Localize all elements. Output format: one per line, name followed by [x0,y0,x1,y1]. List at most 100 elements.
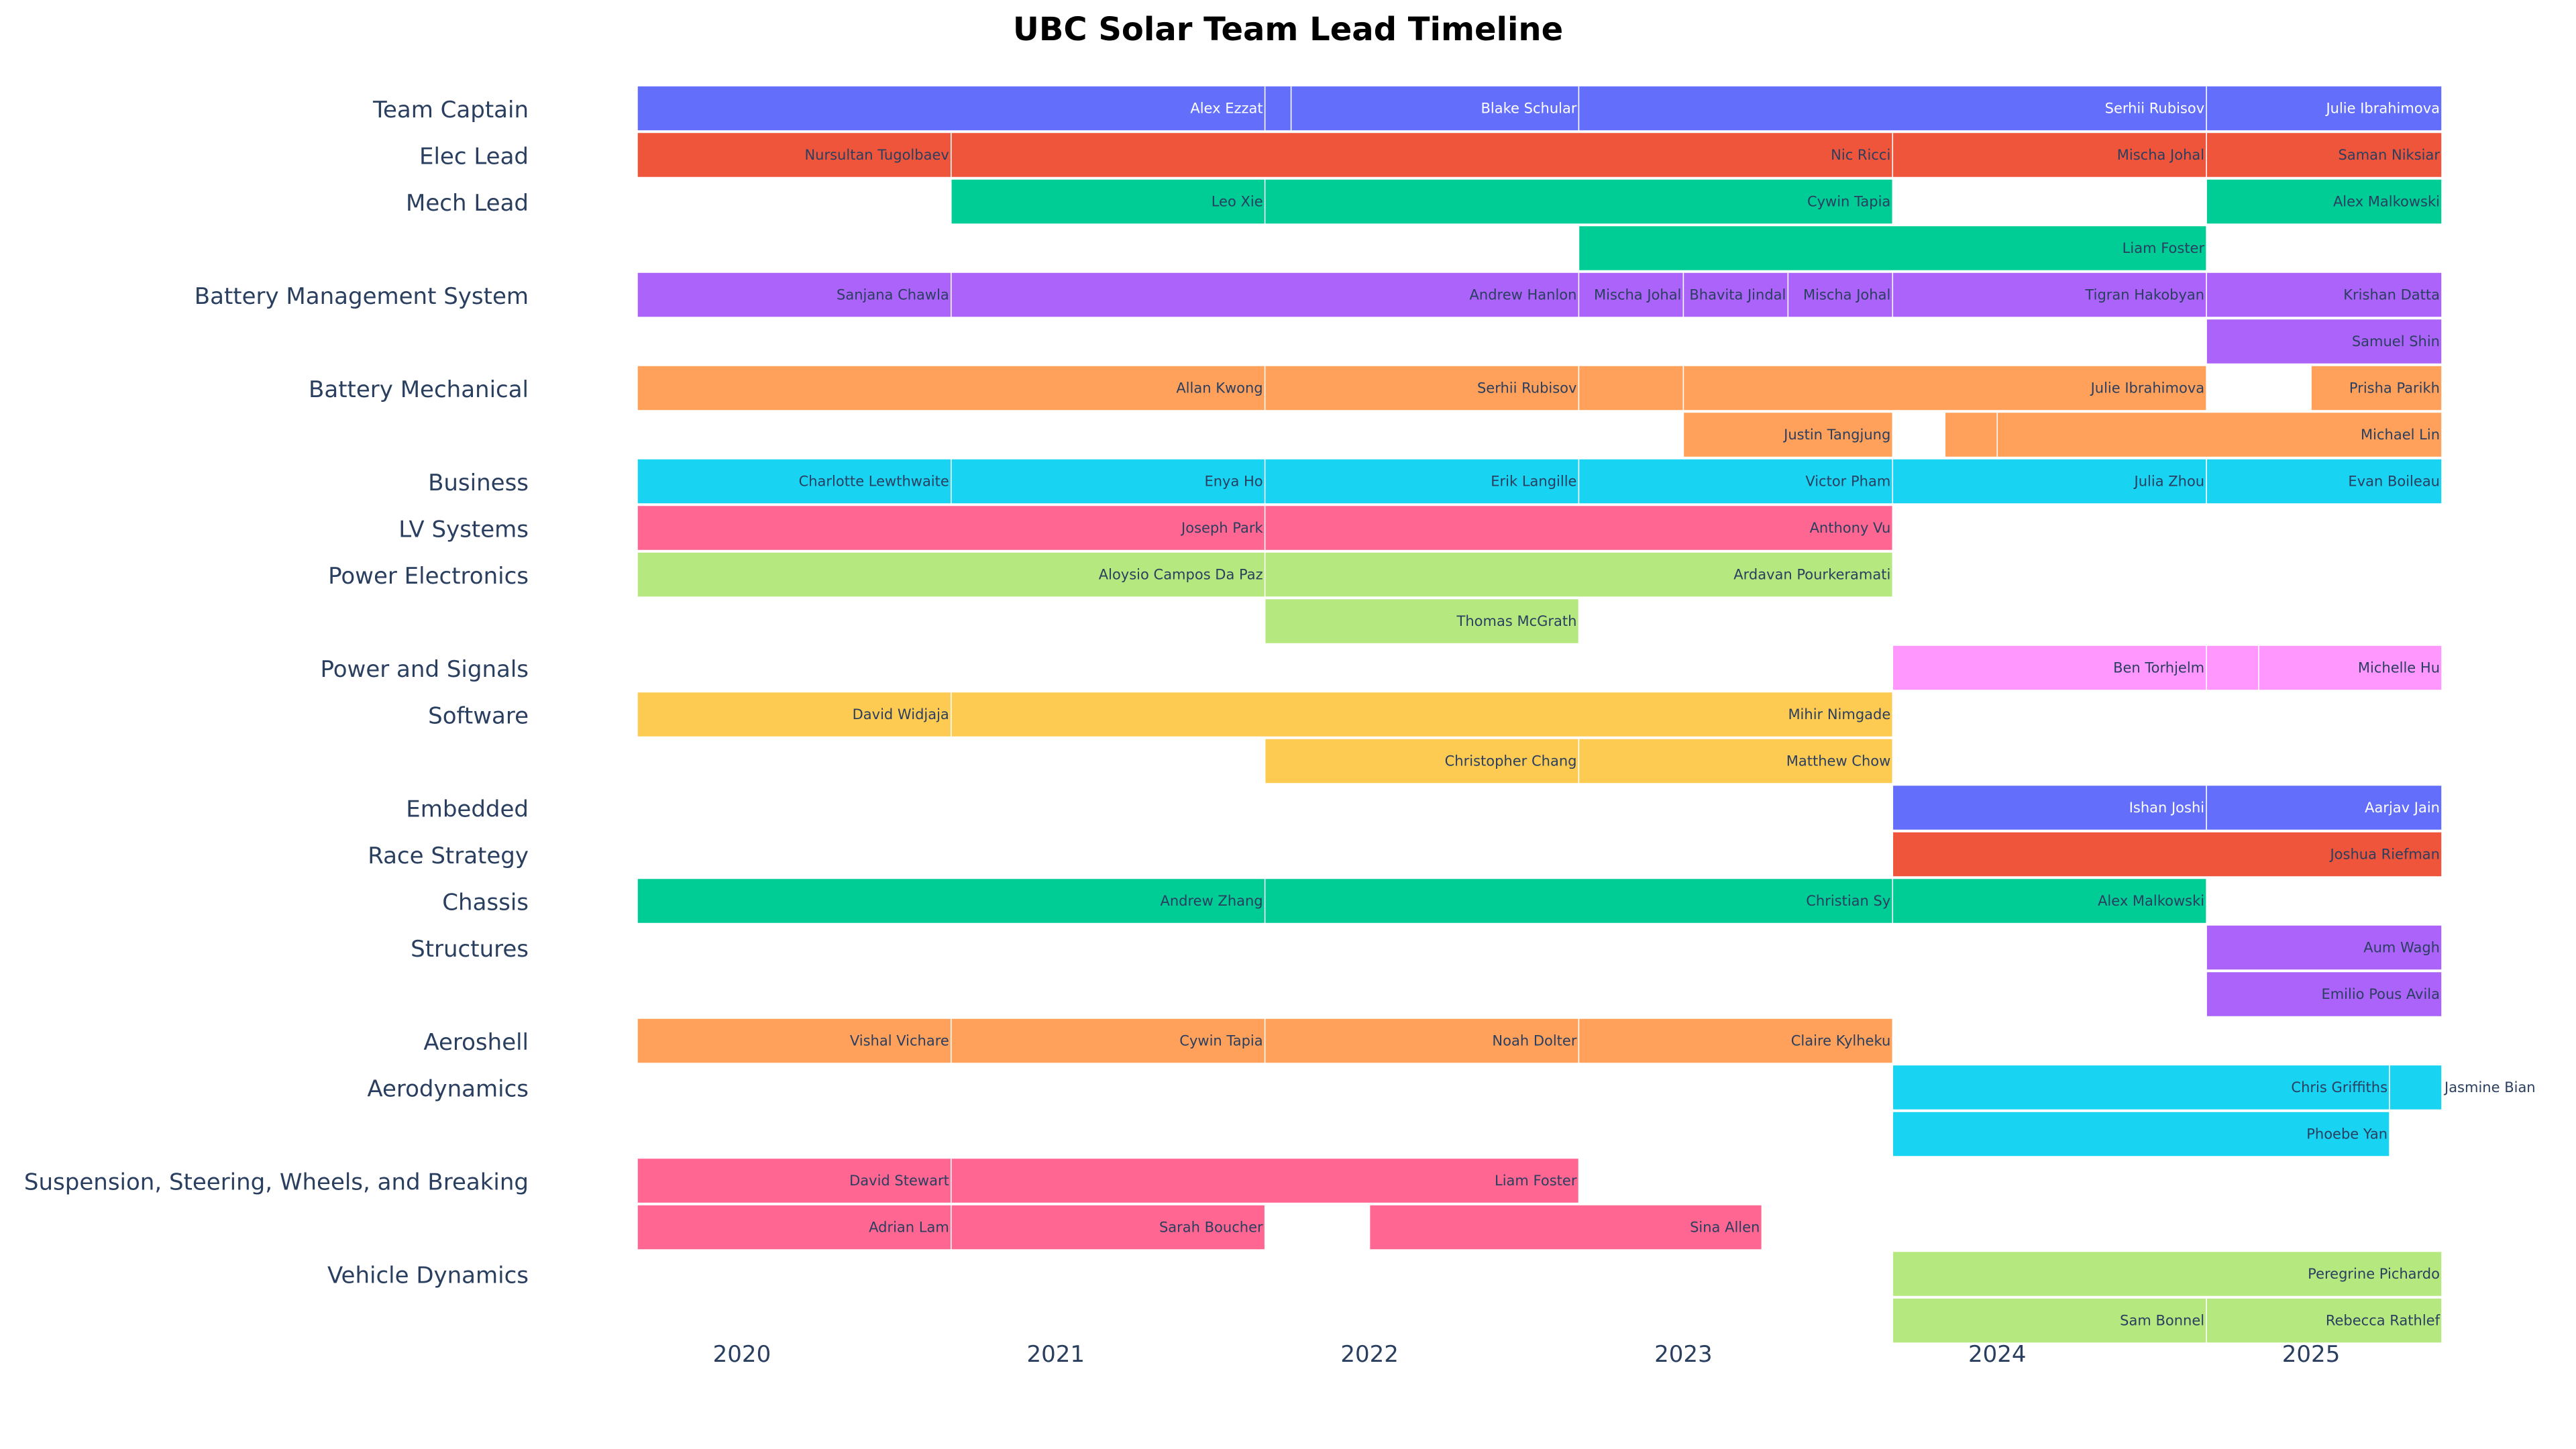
bar-label-julie-ibrahimova: Julie Ibrahimova [2324,101,2440,117]
bar-battery-management-system-0-5 [1892,272,2207,318]
bar-label-chris-griffiths: Chris Griffiths [2291,1079,2387,1095]
bar-race-strategy-0-0 [1892,831,2443,877]
bar-battery-management-system-1-0 [2206,318,2443,365]
bar-label-jasmine-bian: Jasmine Bian [2443,1079,2536,1095]
bar-suspension-steering-wheels-and-breaking-1-0 [637,1204,952,1250]
bar-team-captain-0-3 [1578,85,2207,131]
row-label-power-electronics: Power Electronics [328,563,529,590]
x-tick-2025: 2025 [2282,1341,2341,1368]
bar-label-justin-tangjung: Justin Tangjung [1782,427,1890,443]
bar-battery-management-system-0-6 [2206,272,2443,318]
bar-mech-lead-0-0 [951,178,1266,225]
bar-label-prisha-parikh: Prisha Parikh [2349,380,2440,396]
bar-label-liam-foster: Liam Foster [2123,240,2205,256]
bar-lv-systems-0-0 [637,504,1266,551]
bar-vehicle-dynamics-0-0 [1892,1250,2443,1297]
row-label-structures: Structures [411,936,529,963]
bar-label-krishan-datta: Krishan Datta [2343,287,2440,303]
bar-battery-mechanical-0-4 [2310,365,2443,411]
bar-chassis-0-2 [1892,877,2207,924]
bar-chassis-0-0 [637,877,1266,924]
bar-label-christian-sy: Christian Sy [1806,893,1890,909]
bar-label-sarah-boucher: Sarah Boucher [1159,1220,1263,1236]
bar-label-sanjana-chawla: Sanjana Chawla [837,287,949,303]
bar-battery-mechanical-0-2 [1578,365,1684,411]
bar-label-michelle-hu: Michelle Hu [2358,660,2440,676]
bar-vehicle-dynamics-1-0 [1892,1297,2207,1344]
bar-elec-lead-0-2 [1892,131,2207,178]
bar-aerodynamics-0-1 [2389,1064,2443,1111]
bar-label-thomas-mcgrath: Thomas McGrath [1456,613,1577,629]
bar-label-noah-dolter: Noah Dolter [1492,1033,1576,1049]
bar-power-electronics-0-1 [1264,551,1894,598]
bar-label-serhii-rubisov: Serhii Rubisov [2105,101,2205,117]
x-tick-2021: 2021 [1027,1341,1085,1368]
row-label-vehicle-dynamics: Vehicle Dynamics [327,1262,529,1289]
bar-battery-mechanical-0-3 [1682,365,2207,411]
bar-label-david-widjaja: David Widjaja [853,706,949,722]
bar-vehicle-dynamics-1-1 [2206,1297,2443,1344]
bar-mech-lead-0-1 [1264,178,1894,225]
bar-power-and-signals-0-2 [2258,645,2443,691]
bar-label-leo-xie: Leo Xie [1212,194,1263,210]
bar-business-0-0 [637,458,952,504]
bar-aeroshell-0-3 [1578,1018,1894,1064]
bar-label-mischa-johal: Mischa Johal [2117,147,2204,163]
row-label-business: Business [428,470,529,496]
bar-label-alex-malkowski: Alex Malkowski [2333,194,2440,210]
bar-software-0-1 [951,691,1894,738]
bar-aeroshell-0-0 [637,1018,952,1064]
bar-label-victor-pham: Victor Pham [1805,474,1890,490]
bar-label-sam-bonnel: Sam Bonnel [2120,1313,2204,1329]
bar-label-joshua-riefman: Joshua Riefman [2328,847,2440,863]
bar-embedded-0-1 [2206,784,2443,831]
bar-label-aum-wagh: Aum Wagh [2363,940,2440,956]
bar-label-mihir-nimgade: Mihir Nimgade [1788,706,1890,722]
bar-label-saman-niksiar: Saman Niksiar [2339,147,2440,163]
bar-power-electronics-1-0 [1264,598,1580,645]
bar-embedded-0-0 [1892,784,2207,831]
bar-label-cywin-tapia: Cywin Tapia [1179,1033,1263,1049]
bar-label-samuel-shin: Samuel Shin [2352,333,2440,350]
bar-business-0-1 [951,458,1266,504]
bar-label-liam-foster: Liam Foster [1495,1173,1577,1189]
bar-suspension-steering-wheels-and-breaking-1-2 [1368,1204,1763,1250]
bar-label-peregrine-pichardo: Peregrine Pichardo [2308,1266,2440,1282]
bar-business-0-5 [2206,458,2443,504]
bar-power-electronics-0-0 [637,551,1266,598]
bar-elec-lead-0-0 [637,131,952,178]
bar-aeroshell-0-2 [1264,1018,1580,1064]
bar-battery-mechanical-1-2 [1996,411,2443,458]
bar-software-1-0 [1264,738,1580,784]
bar-label-charlotte-lewthwaite: Charlotte Lewthwaite [799,474,949,490]
bar-structures-0-0 [2206,924,2443,971]
bar-aerodynamics-1-0 [1892,1111,2390,1157]
row-labels: Team Captain Elec Lead Mech Lead Battery Ma… [24,97,529,1289]
bar-elec-lead-0-1 [951,131,1894,178]
row-label-team-captain: Team Captain [372,97,529,123]
bar-battery-mechanical-0-0 [637,365,1266,411]
x-tick-2023: 2023 [1654,1341,1713,1368]
bar-label-david-stewart: David Stewart [849,1173,949,1189]
timeline-bars: Alex Ezzat Blake Schular Serhii Rubisov Jul… [637,85,2536,1344]
bar-battery-management-system-0-3 [1682,272,1789,318]
row-label-aerodynamics: Aerodynamics [367,1075,529,1102]
bar-battery-management-system-0-1 [951,272,1580,318]
bar-label-ishan-joshi: Ishan Joshi [2129,800,2204,816]
bar-label-allan-kwong: Allan Kwong [1176,380,1263,396]
row-label-mech-lead: Mech Lead [406,190,529,217]
x-tick-2020: 2020 [713,1341,771,1368]
bar-label-anthony-vu: Anthony Vu [1810,520,1891,536]
bar-label-enya-ho: Enya Ho [1204,474,1263,490]
bar-label-claire-kylheku: Claire Kylheku [1791,1033,1891,1049]
bar-team-captain-0-4 [2206,85,2443,131]
bar-label-andrew-hanlon: Andrew Hanlon [1470,287,1577,303]
bar-label-michael-lin: Michael Lin [2361,427,2440,443]
x-tick-2024: 2024 [1968,1341,2027,1368]
row-label-suspension-steering-wheels-and-breaking: Suspension, Steering, Wheels, and Breaki… [24,1169,529,1195]
chart-title: UBC Solar Team Lead Timeline [1013,11,1563,48]
row-label-aeroshell: Aeroshell [423,1029,529,1056]
bar-label-ben-torhjelm: Ben Torhjelm [2113,660,2204,676]
bar-label-mischa-johal: Mischa Johal [1803,287,1890,303]
